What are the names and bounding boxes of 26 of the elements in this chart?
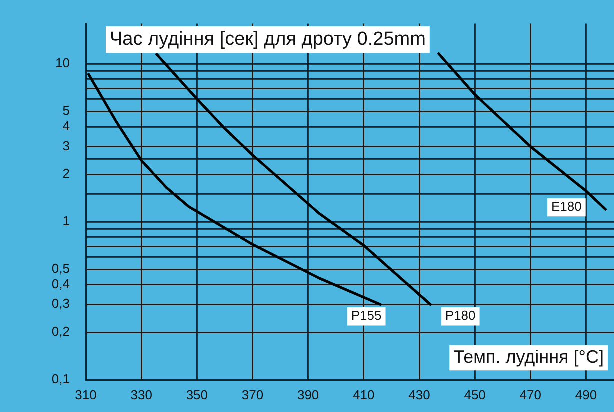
- x-tick-label: 350: [186, 387, 208, 402]
- y-tick-label: 4: [62, 118, 70, 134]
- y-tick-label: 3: [62, 138, 70, 154]
- y-tick-label: 0,1: [52, 372, 70, 387]
- y-tick-label: 0,2: [52, 324, 70, 340]
- y-tick-label: 0,4: [52, 276, 70, 292]
- y-tick-label: 1: [62, 214, 70, 229]
- series-label: P155: [351, 308, 382, 324]
- chart-title: Час лудіння [сек] для дроту 0.25mm: [110, 29, 426, 50]
- y-tick-label: 0,5: [52, 261, 70, 276]
- x-tick-label: 470: [520, 387, 542, 402]
- x-tick-label: 370: [242, 387, 264, 402]
- x-tick-label: 310: [75, 387, 97, 402]
- x-tick-label: 330: [130, 387, 152, 402]
- x-tick-label: 430: [408, 387, 430, 402]
- y-tick-label: 0,3: [52, 296, 70, 312]
- series-label: E180: [551, 199, 582, 214]
- x-tick-label: 390: [297, 387, 320, 402]
- y-tick-label: 10: [56, 56, 70, 71]
- x-tick-label: 490: [575, 387, 598, 402]
- series-label: P180: [445, 308, 476, 324]
- x-axis-title: Темп. лудіння [°C]: [454, 346, 604, 367]
- x-tick-label: 450: [464, 387, 486, 402]
- x-tick-label: 410: [353, 387, 375, 402]
- y-tick-label: 2: [62, 166, 70, 182]
- y-tick-label: 5: [62, 103, 70, 118]
